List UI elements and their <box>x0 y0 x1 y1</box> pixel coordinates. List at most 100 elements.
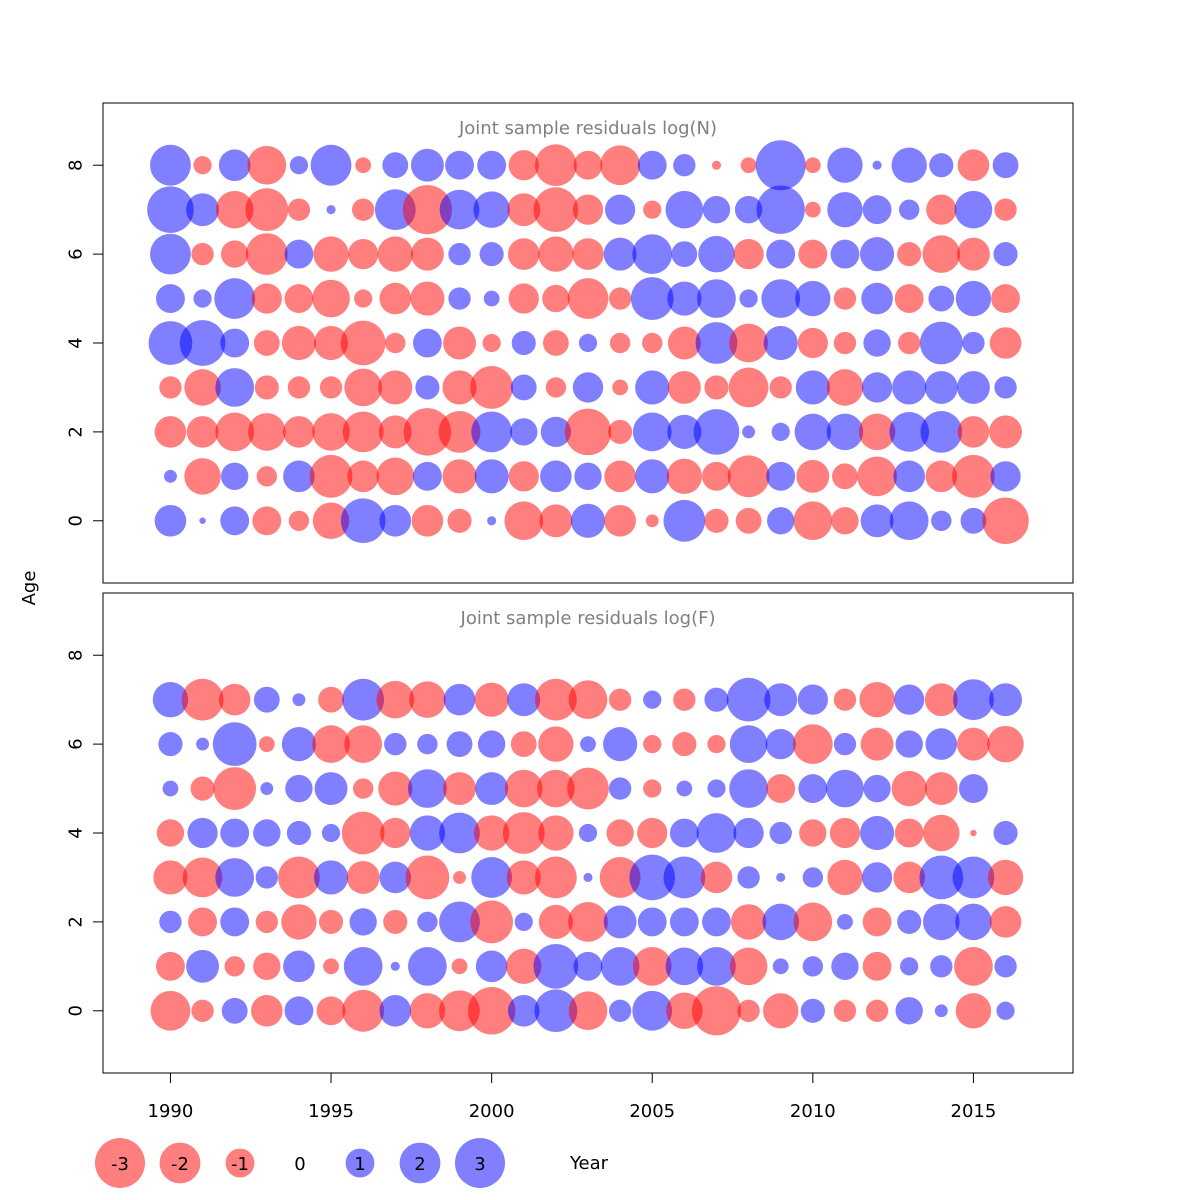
residual-bubble <box>637 817 668 849</box>
residual-bubble <box>643 200 662 219</box>
residual-bubble <box>764 683 798 717</box>
residual-bubble <box>729 769 768 808</box>
residual-bubble <box>542 330 569 356</box>
residual-bubble <box>632 412 672 452</box>
residual-bubble <box>962 331 985 355</box>
residual-bubble <box>156 951 185 981</box>
residual-bubble <box>245 233 288 276</box>
residual-bubble <box>861 862 893 893</box>
residual-bubble <box>313 325 349 361</box>
residual-bubble <box>252 506 282 536</box>
residual-bubble <box>691 986 742 1036</box>
residual-bubble <box>405 855 450 900</box>
residual-bubble <box>795 280 831 317</box>
residual-bubble <box>220 907 250 937</box>
residual-bubble <box>955 280 992 317</box>
residual-bubble <box>989 906 1022 938</box>
residual-bubble <box>411 504 444 537</box>
residual-bubble <box>729 947 768 986</box>
residual-bubble <box>606 819 634 847</box>
residual-bubble <box>704 687 729 712</box>
residual-bubble <box>954 946 993 986</box>
residual-bubble <box>894 684 925 715</box>
residual-bubble <box>254 375 279 400</box>
residual-bubble <box>443 326 476 360</box>
residual-bubble <box>928 285 955 312</box>
residual-bubble <box>313 860 349 895</box>
residual-bubble <box>380 817 411 849</box>
residual-bubble <box>510 418 538 446</box>
residual-bubble <box>567 278 609 319</box>
residual-bubble <box>473 191 510 228</box>
residual-bubble <box>534 144 577 187</box>
residual-bubble <box>798 239 828 269</box>
residual-bubble <box>287 198 311 221</box>
residual-bubble <box>667 414 702 449</box>
residual-bubble <box>415 375 440 400</box>
residual-bubble <box>186 193 220 227</box>
residual-bubble <box>923 903 960 941</box>
residual-bubble <box>792 724 833 765</box>
residual-bubble <box>669 907 699 937</box>
panel-title: Joint sample residuals log(F) <box>460 608 716 629</box>
residual-bubble <box>860 727 894 761</box>
residual-bubble <box>702 907 731 937</box>
residual-bubble <box>956 370 990 404</box>
residual-bubble <box>898 331 921 355</box>
residual-bubble <box>632 946 672 986</box>
residual-bubble <box>349 908 377 936</box>
residual-bubble <box>417 733 438 755</box>
residual-bubble <box>221 997 248 1024</box>
residual-bubble <box>354 289 373 308</box>
residual-bubble <box>537 769 575 808</box>
residual-bubble <box>629 854 676 901</box>
residual-bubble <box>409 815 446 851</box>
residual-bubble <box>224 956 245 977</box>
residual-bubble <box>755 140 806 191</box>
residual-bubble <box>643 779 662 798</box>
residual-bubble <box>340 320 386 366</box>
residual-bubble <box>994 955 1017 978</box>
residual-bubble <box>439 189 480 230</box>
y-tick-label: 4 <box>65 337 86 348</box>
residual-bubble <box>309 454 353 498</box>
residual-bubble <box>179 320 226 366</box>
residual-bubble <box>533 943 579 989</box>
residual-bubble <box>220 506 250 536</box>
residual-bubble <box>608 688 632 711</box>
legend-label: 0 <box>294 1154 305 1175</box>
residual-bubble <box>281 325 317 361</box>
residual-bubble <box>799 819 827 847</box>
residual-bubble <box>704 375 729 400</box>
residual-bubble <box>827 191 863 228</box>
residual-bubble <box>572 372 604 403</box>
residual-bubble <box>796 459 830 493</box>
residual-bubble <box>159 376 182 399</box>
residual-bubble <box>507 994 540 1027</box>
residual-bubble <box>572 194 604 225</box>
residual-bubble <box>924 772 958 806</box>
residual-bubble <box>923 814 960 852</box>
residual-bubble <box>152 681 189 718</box>
legend-bubble <box>345 1148 375 1178</box>
residual-bubble <box>762 903 799 941</box>
residual-bubble <box>833 331 857 355</box>
residual-bubble <box>925 460 958 493</box>
residual-bubble <box>578 823 598 843</box>
residual-bubble <box>410 281 445 316</box>
residual-bubble <box>378 415 412 449</box>
size-legend: -3 -2 -1 0 1 2 3 <box>95 1138 505 1188</box>
residual-bubble <box>827 147 863 183</box>
legend-label: -1 <box>231 1154 249 1175</box>
residual-bubble <box>213 767 257 810</box>
residual-bubble <box>408 769 447 808</box>
residual-bubble <box>340 498 386 544</box>
residual-bubble <box>769 821 792 845</box>
residual-bubble <box>702 195 731 224</box>
residual-bubble <box>284 239 314 269</box>
residual-bubble <box>479 242 504 267</box>
legend-bubble <box>95 1138 145 1188</box>
legend-bubble <box>159 1142 201 1184</box>
residual-bubble <box>215 190 254 229</box>
residual-bubble <box>996 1001 1015 1020</box>
